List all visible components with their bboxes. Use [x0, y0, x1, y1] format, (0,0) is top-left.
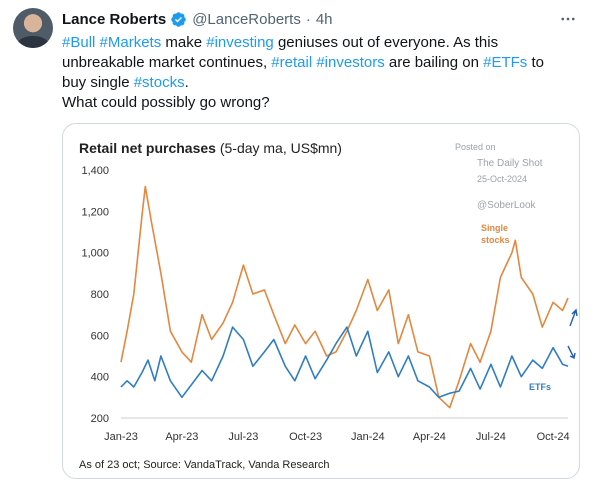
author-name[interactable]: Lance Roberts	[62, 10, 167, 28]
tweet-header: Lance Roberts @LanceRoberts · 4h	[62, 9, 333, 29]
x-tick-label: Oct-23	[289, 431, 322, 443]
line-chart: 1,400 1,200 1,000 800 600 400 200 Jan-23 Apr-23 J…	[81, 165, 578, 443]
tweet-text-span: are bailing on	[384, 54, 484, 71]
watermark-source: The Daily Shot	[477, 158, 543, 169]
separator-dot: ·	[305, 10, 311, 28]
y-tick-label: 1,000	[81, 248, 109, 260]
hashtag-link[interactable]: #Markets	[99, 34, 162, 51]
watermark-date: 25-Oct-2024	[477, 174, 528, 184]
tweet-text-span: to	[527, 54, 544, 71]
watermark-handle: @SoberLook	[477, 200, 536, 211]
x-tick-label: Jul-23	[228, 431, 258, 443]
tweet-text-line: buy single #stocks.	[62, 73, 582, 93]
series-label-etfs: ETFs	[529, 382, 552, 392]
more-options-icon[interactable]	[557, 8, 579, 30]
hashtag-link[interactable]: #ETFs	[483, 54, 528, 71]
tweet-text-line: What could possibly go wrong?	[62, 93, 582, 113]
verified-badge-icon	[171, 11, 186, 27]
tweet-text-span: What could possibly go wrong?	[62, 94, 270, 111]
y-tick-label: 1,400	[81, 165, 109, 177]
x-tick-label: Apr-24	[413, 431, 446, 443]
x-tick-label: Jul-24	[476, 431, 506, 443]
chart-title-rest: (5-day ma, US$mn)	[215, 140, 342, 156]
chart-source: As of 23 oct; Source: VandaTrack, Vanda …	[79, 459, 330, 471]
y-tick-label: 400	[91, 372, 109, 384]
watermark-posted-on: Posted on	[455, 142, 496, 152]
series-label-line: Single	[481, 223, 509, 233]
tweet-text-span: geniuses out of everyone. As this	[273, 34, 499, 51]
x-tick-label: Jan-24	[351, 431, 385, 443]
x-tick-label: Apr-23	[165, 431, 198, 443]
hashtag-link[interactable]: #stocks	[133, 74, 185, 91]
x-tick-label: Jan-23	[104, 431, 138, 443]
author-handle[interactable]: @LanceRoberts	[192, 10, 301, 28]
down-arrow-icon	[567, 345, 576, 360]
tweet-text-span: .	[184, 74, 189, 91]
y-tick-label: 1,200	[81, 206, 109, 218]
y-tick-label: 600	[91, 330, 109, 342]
tweet-text-span: make	[161, 34, 207, 51]
hashtag-link[interactable]: #Bull	[62, 34, 96, 51]
tweet-text: #Bull #Markets make #investing geniuses …	[62, 33, 582, 113]
tweet-text-span: buy single	[62, 74, 134, 91]
avatar[interactable]	[13, 8, 53, 48]
series-line-etfs	[120, 326, 569, 399]
series-label-line: stocks	[481, 235, 510, 245]
series-line-single-stocks	[120, 185, 569, 409]
tweet-time[interactable]: 4h	[315, 10, 333, 28]
chart-image[interactable]: Retail net purchases (5-day ma, US$mn) 1…	[62, 123, 580, 479]
up-arrow-icon	[569, 308, 578, 327]
tweet-text-span: unbreakable market continues,	[62, 54, 272, 71]
y-tick-label: 800	[91, 289, 109, 301]
series-label-single-stocks: Single stocks	[481, 222, 510, 246]
hashtag-link[interactable]: #investing	[206, 34, 274, 51]
chart-title-bold: Retail net purchases	[79, 140, 216, 156]
tweet-text-line: #Bull #Markets make #investing geniuses …	[62, 33, 582, 53]
chart-title: Retail net purchases (5-day ma, US$mn)	[79, 140, 342, 156]
y-tick-label: 200	[91, 413, 109, 425]
x-tick-label: Oct-24	[537, 431, 570, 443]
hashtag-link[interactable]: #retail	[271, 54, 313, 71]
tweet-text-line: unbreakable market continues, #retail #i…	[62, 53, 582, 73]
hashtag-link[interactable]: #investors	[316, 54, 385, 71]
